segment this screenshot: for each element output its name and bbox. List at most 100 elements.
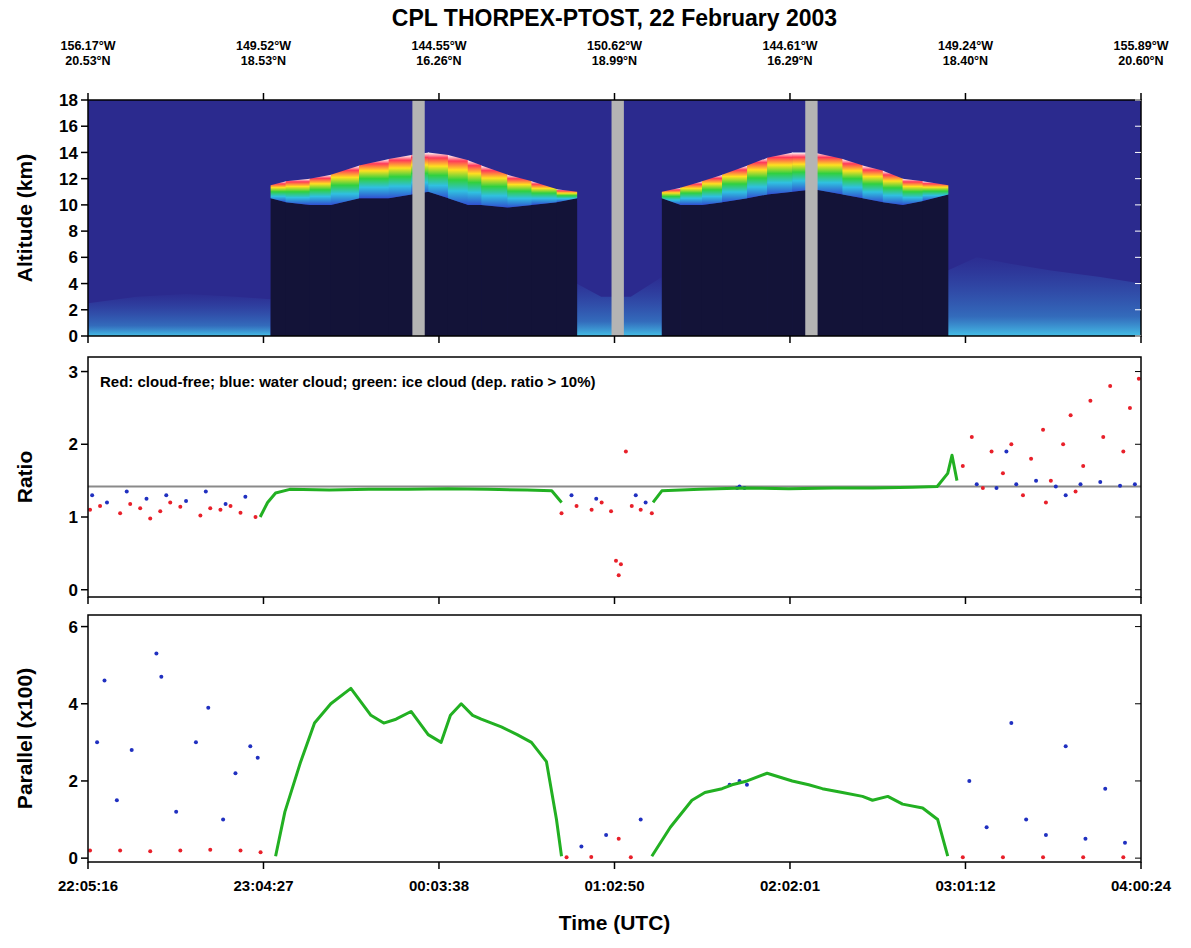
data-point [1001, 471, 1005, 475]
attenuated-signal [389, 194, 412, 336]
data-point [594, 497, 598, 501]
y-tick-right [1135, 626, 1141, 627]
plot-background [88, 615, 1141, 862]
attenuated-signal [359, 198, 389, 336]
y-tick-right [1135, 703, 1141, 704]
y-tick [81, 152, 88, 154]
data-point [184, 499, 188, 503]
cirrus-cloud [557, 189, 577, 202]
data-point [617, 837, 621, 841]
top-tick [614, 93, 616, 100]
attenuated-signal [481, 205, 508, 336]
data-point [967, 779, 971, 783]
data-point [145, 497, 149, 501]
y-tick-right [1135, 444, 1141, 445]
data-point [1108, 384, 1112, 388]
data-point [1137, 377, 1141, 381]
data-point [204, 490, 208, 494]
y-tick [81, 371, 88, 373]
data-point [168, 500, 172, 504]
plot-area [88, 100, 1141, 336]
data-point [650, 511, 654, 515]
position-label: 20.53°N [65, 54, 110, 68]
data-point [90, 493, 94, 497]
data-point [1044, 500, 1048, 504]
position-label: 16.29°N [767, 54, 812, 68]
data-point [1081, 464, 1085, 468]
data-point [174, 810, 178, 814]
plot-frame [88, 615, 1141, 862]
data-point [1044, 833, 1048, 837]
y-tick-label: 0 [69, 581, 78, 600]
series-line [276, 688, 948, 856]
data-point [259, 850, 263, 854]
data-point [617, 573, 621, 577]
annotation: Red: cloud-free; blue: water cloud; gree… [100, 373, 596, 390]
data-point [208, 848, 212, 852]
position-label: 144.61°W [762, 39, 817, 53]
plot-frame [88, 100, 1141, 336]
attenuated-signal [680, 205, 702, 336]
attenuated-signal [903, 201, 924, 336]
cirrus-cloud [271, 181, 287, 202]
data-point [1121, 450, 1125, 454]
x-tick [614, 597, 616, 604]
cirrus-cloud [747, 158, 768, 199]
data-gap [412, 100, 424, 336]
data-point [565, 855, 569, 859]
y-tick [81, 309, 88, 311]
position-label: 18.99°N [592, 54, 637, 68]
cirrus-cloud [448, 155, 468, 205]
y-axis-title: Altitude (km) [13, 154, 36, 282]
data-point [1041, 428, 1045, 432]
data-point [178, 848, 182, 852]
y-tick-right [1135, 858, 1141, 859]
data-point [125, 490, 129, 494]
y-tick [81, 444, 88, 446]
x-tick [438, 336, 440, 343]
attenuated-signal [662, 198, 681, 336]
data-point [604, 833, 608, 837]
data-point [239, 848, 243, 852]
y-tick-label: 4 [69, 275, 79, 294]
position-label: 144.55°W [411, 39, 466, 53]
x-tick-label: 23:04:27 [233, 877, 293, 894]
position-label: 155.89°W [1113, 39, 1168, 53]
cirrus-cloud [331, 166, 360, 205]
y-tick-label: 6 [69, 248, 78, 267]
y-tick-label: 4 [69, 695, 79, 714]
y-tick [81, 230, 88, 232]
data-gap [805, 100, 817, 336]
x-tick [87, 597, 89, 604]
data-point [590, 508, 594, 512]
data-point [579, 845, 583, 849]
data-point [178, 505, 182, 509]
data-point [1009, 721, 1013, 725]
data-point [158, 509, 162, 513]
y-tick-right [1135, 152, 1141, 153]
data-point [981, 486, 985, 490]
plot-area [88, 377, 1141, 577]
x-tick [438, 862, 440, 869]
position-label: 18.53°N [241, 54, 286, 68]
x-tick [789, 597, 791, 604]
data-point [589, 855, 593, 859]
data-point [115, 798, 119, 802]
data-point [975, 482, 979, 486]
data-point [1069, 413, 1073, 417]
attenuated-signal [557, 198, 577, 336]
attenuated-signal [531, 202, 557, 336]
top-tick [263, 93, 265, 100]
attenuated-signal [747, 194, 768, 336]
data-point [1001, 855, 1005, 859]
y-tick-label: 2 [69, 435, 78, 454]
y-tick-label: 6 [69, 618, 78, 637]
data-point [218, 508, 222, 512]
x-tick [263, 862, 265, 869]
data-point [221, 818, 225, 822]
data-point [995, 486, 999, 490]
attenuated-signal [428, 192, 448, 336]
x-tick-label: 03:01:12 [935, 877, 995, 894]
y-tick [81, 857, 88, 859]
plot-background [88, 357, 1141, 597]
